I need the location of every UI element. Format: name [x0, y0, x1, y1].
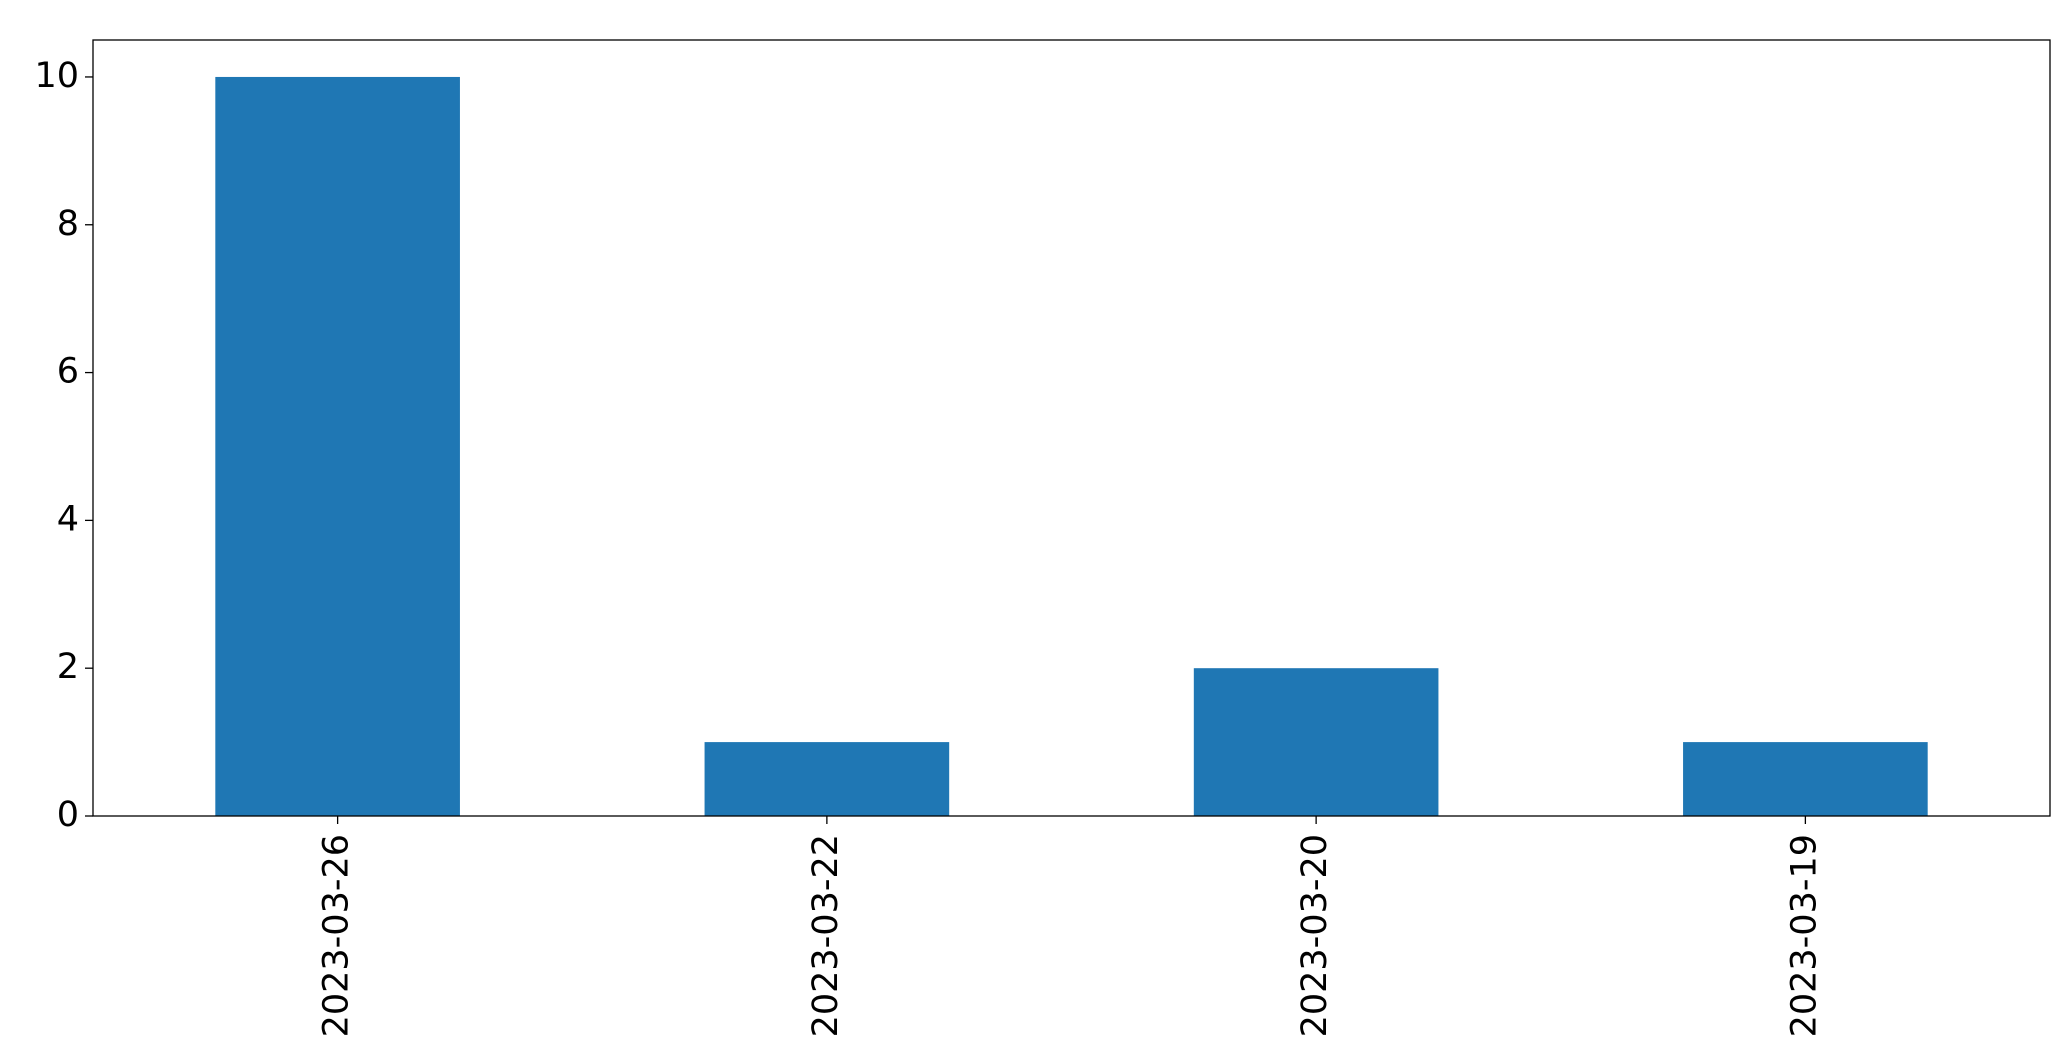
y-tick-label: 0 — [57, 795, 79, 835]
plot-frame — [92, 39, 2051, 817]
x-tick-label: 2023-03-19 — [1784, 834, 1824, 1037]
bar — [1193, 668, 1439, 816]
bar — [704, 742, 950, 816]
x-tick-label: 2023-03-20 — [1295, 834, 1335, 1037]
y-tick-label: 8 — [57, 204, 79, 244]
x-tick-label: 2023-03-22 — [806, 834, 846, 1037]
x-tick-label: 2023-03-26 — [317, 834, 357, 1037]
y-tick-label: 4 — [57, 499, 79, 539]
bar — [215, 76, 460, 816]
y-tick-label: 2 — [57, 647, 79, 687]
y-tick-label: 10 — [34, 56, 79, 96]
bar — [1683, 742, 1928, 816]
y-tick-label: 6 — [57, 352, 79, 392]
